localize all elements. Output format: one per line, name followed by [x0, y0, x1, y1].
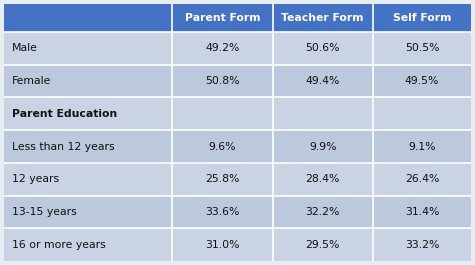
- Text: Parent Form: Parent Form: [185, 13, 260, 23]
- Text: 50.5%: 50.5%: [405, 43, 439, 53]
- Bar: [4, 228, 471, 261]
- Text: 50.6%: 50.6%: [305, 43, 340, 53]
- Text: 25.8%: 25.8%: [205, 174, 239, 184]
- Text: Female: Female: [12, 76, 51, 86]
- Bar: [4, 65, 471, 98]
- Text: 9.9%: 9.9%: [309, 142, 336, 152]
- Text: 12 years: 12 years: [12, 174, 59, 184]
- Text: Self Form: Self Form: [393, 13, 451, 23]
- Text: Less than 12 years: Less than 12 years: [12, 142, 114, 152]
- Text: Male: Male: [12, 43, 38, 53]
- Text: 50.8%: 50.8%: [205, 76, 239, 86]
- Text: 16 or more years: 16 or more years: [12, 240, 106, 250]
- Text: 33.6%: 33.6%: [205, 207, 239, 217]
- Bar: [4, 4, 172, 32]
- Text: 31.4%: 31.4%: [405, 207, 439, 217]
- Bar: [172, 4, 273, 32]
- Text: 28.4%: 28.4%: [305, 174, 340, 184]
- Text: 32.2%: 32.2%: [305, 207, 340, 217]
- Text: 9.1%: 9.1%: [408, 142, 436, 152]
- Text: Parent Education: Parent Education: [12, 109, 117, 119]
- Text: 31.0%: 31.0%: [205, 240, 239, 250]
- Bar: [373, 4, 471, 32]
- Text: 49.5%: 49.5%: [405, 76, 439, 86]
- Bar: [273, 4, 373, 32]
- Text: 13-15 years: 13-15 years: [12, 207, 77, 217]
- Bar: [4, 163, 471, 196]
- Bar: [4, 196, 471, 228]
- Text: Teacher Form: Teacher Form: [282, 13, 364, 23]
- Text: 9.6%: 9.6%: [209, 142, 236, 152]
- Text: 49.4%: 49.4%: [305, 76, 340, 86]
- Bar: [4, 32, 471, 65]
- Text: 33.2%: 33.2%: [405, 240, 439, 250]
- Text: 49.2%: 49.2%: [205, 43, 239, 53]
- Bar: [4, 98, 471, 130]
- Text: 26.4%: 26.4%: [405, 174, 439, 184]
- Text: 29.5%: 29.5%: [305, 240, 340, 250]
- Bar: [4, 130, 471, 163]
